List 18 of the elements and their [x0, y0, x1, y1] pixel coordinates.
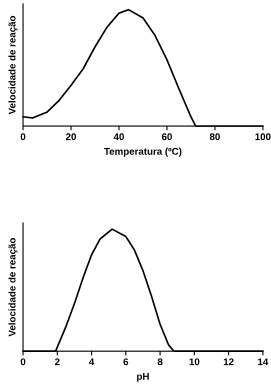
x-tick-label: 20 — [66, 133, 76, 140]
x-tick-label: 12 — [224, 358, 234, 366]
x-tick-label: 0 — [20, 133, 26, 140]
x-axis-title: Temperatura (ºC) — [104, 148, 182, 157]
x-tick-label: 10 — [190, 358, 200, 366]
y-axis-title: Velocidade de reação — [8, 238, 18, 336]
x-tick-label: 4 — [89, 358, 94, 366]
x-tick-label: 8 — [158, 358, 162, 366]
x-tick-label: 40 — [114, 133, 124, 140]
x-tick-label: 0 — [20, 358, 26, 366]
x-tick-label: 80 — [210, 133, 220, 140]
x-tick-label: 100 — [255, 133, 271, 140]
x-axis-title: pH — [137, 373, 149, 382]
x-tick-label: 14 — [258, 358, 268, 366]
y-axis-title: Velocidade de reação — [8, 16, 18, 114]
x-tick-label: 6 — [123, 358, 128, 366]
x-tick-label: 2 — [54, 358, 60, 366]
x-tick-label: 60 — [162, 133, 172, 140]
